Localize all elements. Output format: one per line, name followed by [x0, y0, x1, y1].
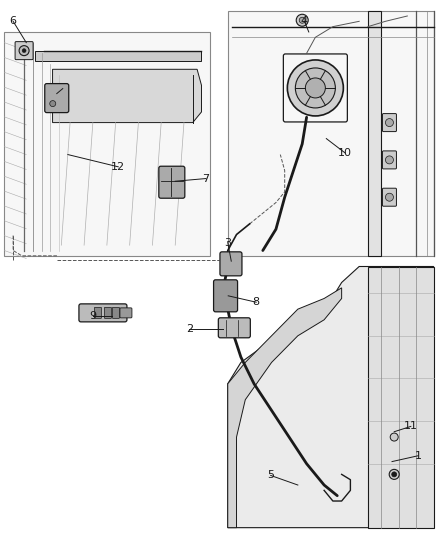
FancyBboxPatch shape [45, 84, 69, 112]
Circle shape [287, 60, 343, 116]
Circle shape [299, 17, 305, 23]
Text: 7: 7 [202, 174, 209, 183]
FancyBboxPatch shape [95, 308, 102, 318]
Polygon shape [35, 51, 201, 61]
FancyBboxPatch shape [382, 188, 396, 206]
Circle shape [50, 101, 56, 107]
Circle shape [19, 46, 29, 55]
Text: 1: 1 [415, 451, 422, 461]
Circle shape [385, 118, 393, 127]
Polygon shape [368, 266, 434, 528]
Circle shape [390, 433, 398, 441]
FancyBboxPatch shape [382, 151, 396, 169]
FancyBboxPatch shape [113, 308, 120, 318]
Text: 6: 6 [10, 17, 17, 26]
FancyBboxPatch shape [220, 252, 242, 276]
Circle shape [305, 78, 325, 98]
Text: 3: 3 [224, 238, 231, 247]
Polygon shape [368, 11, 381, 256]
Circle shape [296, 14, 308, 26]
FancyBboxPatch shape [104, 308, 111, 318]
Text: 8: 8 [253, 297, 260, 307]
FancyBboxPatch shape [120, 308, 132, 318]
Text: 10: 10 [338, 148, 352, 158]
FancyBboxPatch shape [79, 304, 127, 322]
Polygon shape [228, 288, 342, 528]
Circle shape [385, 193, 393, 201]
FancyBboxPatch shape [214, 280, 237, 312]
FancyBboxPatch shape [4, 32, 210, 256]
Text: 12: 12 [111, 162, 125, 172]
FancyBboxPatch shape [159, 166, 185, 198]
Circle shape [22, 49, 26, 53]
Text: 4: 4 [301, 17, 308, 26]
Polygon shape [228, 266, 434, 528]
Text: 11: 11 [404, 422, 418, 431]
Circle shape [385, 156, 393, 164]
Circle shape [389, 470, 399, 479]
FancyBboxPatch shape [228, 11, 434, 256]
Circle shape [392, 472, 397, 477]
Circle shape [295, 68, 336, 108]
Text: 2: 2 [186, 324, 193, 334]
FancyBboxPatch shape [15, 42, 33, 60]
Text: 5: 5 [267, 471, 274, 480]
Polygon shape [53, 69, 201, 123]
FancyBboxPatch shape [382, 114, 396, 132]
Text: 9: 9 [90, 311, 97, 320]
FancyBboxPatch shape [218, 318, 251, 338]
